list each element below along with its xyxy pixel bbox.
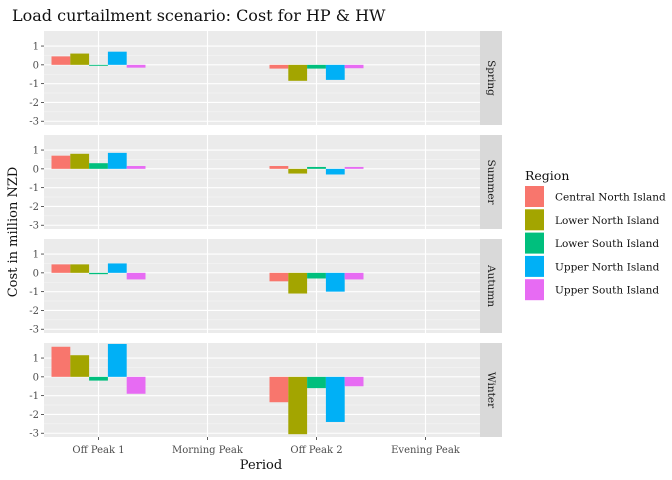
bar-autumn-lower-north-island-off-peak-2 xyxy=(288,272,308,294)
y-tick-label: -3 xyxy=(29,117,39,128)
bar-autumn-lower-south-island-off-peak-2 xyxy=(307,272,326,279)
y-tick-label: 0 xyxy=(33,268,39,279)
legend-key-lower-north-island xyxy=(525,209,544,231)
bar-winter-upper-north-island-off-peak-1 xyxy=(107,343,127,377)
bar-spring-upper-south-island-off-peak-1 xyxy=(126,64,146,68)
bar-winter-upper-south-island-off-peak-2 xyxy=(344,376,364,387)
facet-strip xyxy=(480,135,502,229)
x-axis-title: Period xyxy=(240,458,282,473)
y-tick-label: -1 xyxy=(29,183,39,194)
y-tick-label: 1 xyxy=(33,354,39,365)
legend-label: Lower South Island xyxy=(555,238,659,250)
y-tick-label: 1 xyxy=(33,250,39,261)
y-tick-label: 0 xyxy=(33,372,39,383)
bar-autumn-central-north-island-off-peak-2 xyxy=(269,272,289,282)
y-tick-label: 0 xyxy=(33,164,39,175)
bar-summer-upper-north-island-off-peak-1 xyxy=(107,152,127,169)
bar-summer-lower-south-island-off-peak-1 xyxy=(89,163,108,169)
bar-spring-lower-south-island-off-peak-2 xyxy=(307,64,326,69)
y-tick-label: 1 xyxy=(33,146,39,157)
facet-strip xyxy=(480,239,502,333)
legend-label: Upper South Island xyxy=(555,285,659,297)
facet-strip-label: Spring xyxy=(485,60,497,96)
bar-autumn-lower-north-island-off-peak-1 xyxy=(70,264,90,273)
x-axis: Off Peak 1 Morning Peak Off Peak 2 Evening … xyxy=(72,437,461,456)
bar-winter-lower-north-island-off-peak-2 xyxy=(288,376,308,435)
facet-strip xyxy=(480,343,502,437)
x-tick-label: Evening Peak xyxy=(391,445,461,456)
y-tick-label: -2 xyxy=(29,410,39,421)
bar-spring-central-north-island-off-peak-1 xyxy=(51,56,71,65)
bar-spring-central-north-island-off-peak-2 xyxy=(269,64,289,69)
y-tick-label: -1 xyxy=(29,287,39,298)
bar-summer-lower-south-island-off-peak-2 xyxy=(307,166,326,169)
bar-spring-lower-north-island-off-peak-2 xyxy=(288,64,308,81)
panel-winter: 1 0 -1 -2 -3 Winter xyxy=(29,343,502,440)
bar-winter-lower-south-island-off-peak-2 xyxy=(307,376,326,389)
facet-strip-label: Autumn xyxy=(485,264,497,307)
legend-label: Lower North Island xyxy=(555,215,660,227)
facet-panels: 1 0 -1 -2 -3 Spring 1 0 -1 -2 -3 Summer 1 0 -1 -2 -3 Autu… xyxy=(29,31,502,440)
y-tick-label: 0 xyxy=(33,60,39,71)
y-tick-label: -2 xyxy=(29,98,39,109)
bar-spring-lower-north-island-off-peak-1 xyxy=(70,53,90,65)
y-tick-label: -2 xyxy=(29,202,39,213)
x-tick-label: Off Peak 1 xyxy=(72,445,124,456)
y-tick-label: -1 xyxy=(29,79,39,90)
panel-spring: 1 0 -1 -2 -3 Spring xyxy=(29,31,502,128)
bar-spring-upper-north-island-off-peak-1 xyxy=(107,51,127,65)
facet-strip-label: Summer xyxy=(485,159,497,205)
legend-key-central-north-island xyxy=(525,186,544,207)
legend-label: Central North Island xyxy=(555,192,666,204)
x-tick-label: Morning Peak xyxy=(172,445,244,456)
bar-summer-central-north-island-off-peak-1 xyxy=(51,155,71,169)
panel-autumn: 1 0 -1 -2 -3 Autumn xyxy=(29,239,502,336)
bar-winter-lower-south-island-off-peak-1 xyxy=(89,376,108,381)
legend-key-lower-south-island xyxy=(525,232,544,254)
y-tick-label: -2 xyxy=(29,306,39,317)
bar-spring-lower-south-island-off-peak-1 xyxy=(89,64,108,66)
bar-summer-upper-south-island-off-peak-2 xyxy=(344,166,364,169)
bar-winter-upper-south-island-off-peak-1 xyxy=(126,376,146,394)
facet-strip-label: Winter xyxy=(485,372,497,409)
x-tick-label: Off Peak 2 xyxy=(290,445,342,456)
y-tick-label: -3 xyxy=(29,221,39,232)
panel-background xyxy=(44,135,480,229)
legend-key-upper-south-island xyxy=(525,279,544,301)
bar-spring-upper-south-island-off-peak-2 xyxy=(344,64,364,69)
chart-title: Load curtailment scenario: Cost for HP &… xyxy=(12,6,386,25)
y-axis-title: Cost in million NZD xyxy=(6,167,21,298)
y-tick-label: -3 xyxy=(29,429,39,440)
bar-summer-upper-south-island-off-peak-1 xyxy=(126,166,146,169)
legend: Region Central North Island Lower North I… xyxy=(525,168,666,301)
bar-winter-upper-north-island-off-peak-2 xyxy=(325,376,345,422)
bar-autumn-lower-south-island-off-peak-1 xyxy=(89,272,108,275)
bar-summer-upper-north-island-off-peak-2 xyxy=(325,168,345,175)
bar-summer-lower-north-island-off-peak-2 xyxy=(288,168,308,174)
bar-summer-lower-north-island-off-peak-1 xyxy=(70,153,90,169)
legend-title: Region xyxy=(525,168,569,183)
panel-background xyxy=(44,239,480,333)
bar-autumn-upper-north-island-off-peak-1 xyxy=(107,263,127,273)
bar-autumn-upper-south-island-off-peak-1 xyxy=(126,272,146,280)
y-tick-label: -1 xyxy=(29,391,39,402)
legend-key-upper-north-island xyxy=(525,255,544,277)
bar-autumn-upper-north-island-off-peak-2 xyxy=(325,272,345,292)
legend-label: Upper North Island xyxy=(555,261,660,273)
bar-winter-central-north-island-off-peak-1 xyxy=(51,346,71,377)
bar-autumn-upper-south-island-off-peak-2 xyxy=(344,272,364,280)
bar-winter-lower-north-island-off-peak-1 xyxy=(70,355,90,377)
bar-summer-central-north-island-off-peak-2 xyxy=(269,166,289,169)
bar-spring-upper-north-island-off-peak-2 xyxy=(325,64,345,80)
bar-winter-central-north-island-off-peak-2 xyxy=(269,376,289,403)
y-tick-label: 1 xyxy=(33,42,39,53)
y-tick-label: -3 xyxy=(29,325,39,336)
facet-strip xyxy=(480,31,502,125)
bar-autumn-central-north-island-off-peak-1 xyxy=(51,264,71,273)
panel-summer: 1 0 -1 -2 -3 Summer xyxy=(29,135,502,232)
panel-background xyxy=(44,31,480,125)
